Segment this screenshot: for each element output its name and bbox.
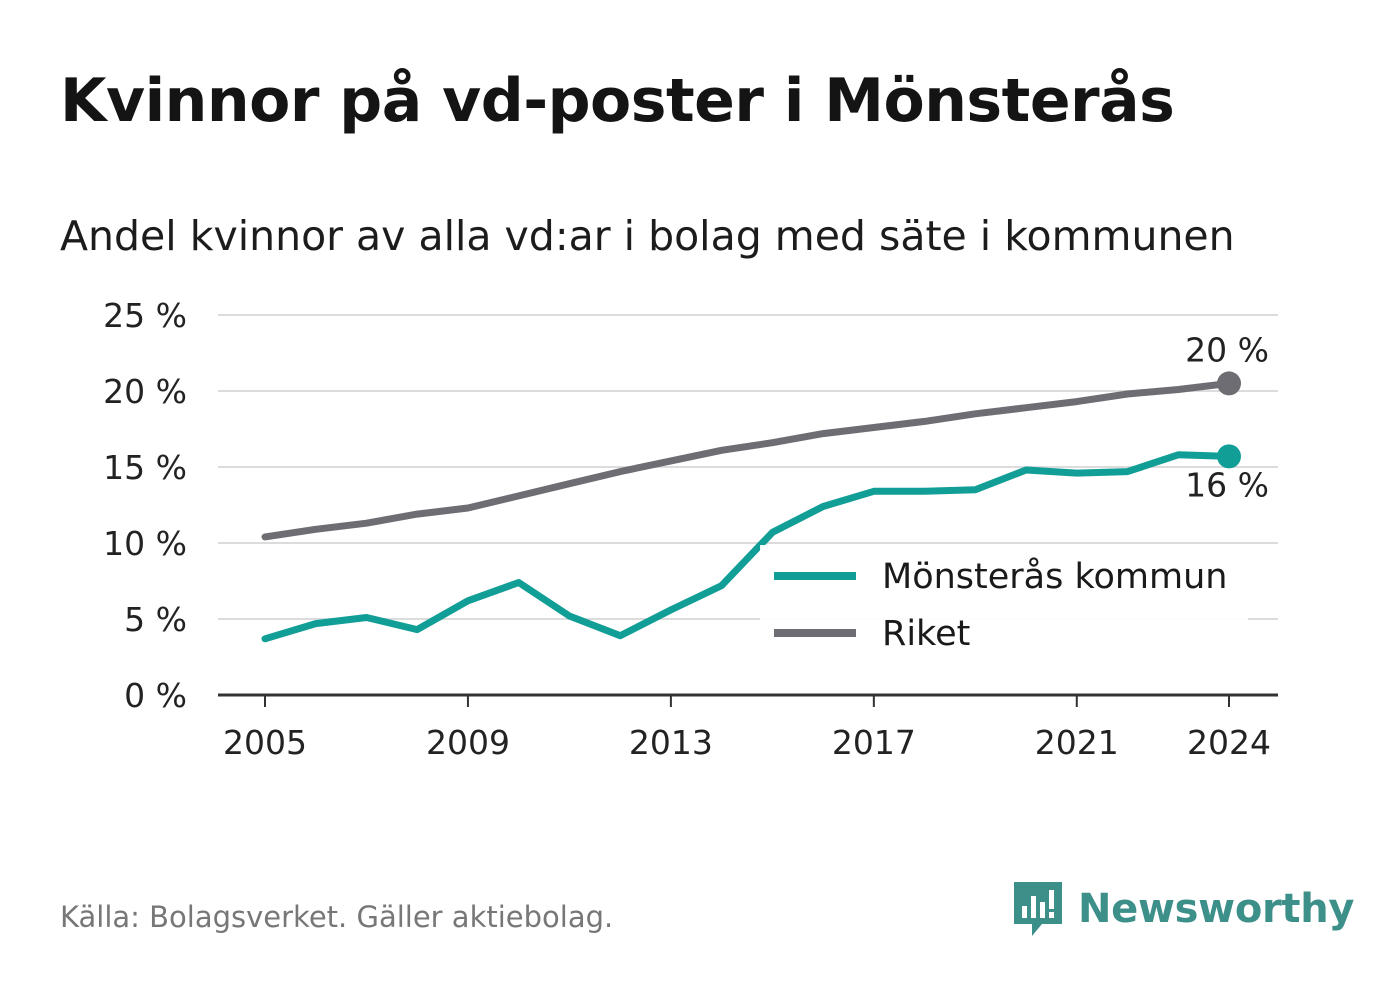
newsworthy-logo-icon: [1014, 882, 1062, 936]
x-tick-label: 2009: [426, 723, 510, 762]
x-tick-label: 2021: [1035, 723, 1119, 762]
y-tick-label: 0 %: [124, 676, 187, 715]
legend: Mönsterås kommun Riket: [760, 545, 1248, 667]
series-end-point: [1217, 444, 1241, 469]
legend-label: Riket: [882, 614, 970, 654]
x-tick-label: 2013: [629, 723, 713, 762]
legend-background: [760, 545, 1248, 667]
series-line: [261, 379, 1233, 541]
data-label: 16 %: [1185, 465, 1269, 504]
data-label: 20 %: [1185, 330, 1269, 369]
grid-lines: [218, 314, 1278, 620]
y-tick-label: 5 %: [124, 600, 187, 639]
axes: 0 % 5 % 10 % 15 % 20 % 25 % 2005 2009 2013 2017 20…: [103, 296, 1278, 762]
data-labels: 20 % 16 %: [1185, 330, 1269, 504]
chart-title: Kvinnor på vd-poster i Mönsterås: [60, 66, 1175, 136]
y-tick-label: 15 %: [103, 448, 187, 487]
y-tick-label: 20 %: [103, 372, 187, 411]
series-lines: [261, 371, 1241, 643]
series-line: [261, 451, 1233, 643]
chart-subtitle: Andel kvinnor av alla vd:ar i bolag med …: [60, 212, 1235, 260]
series-end-point: [1217, 371, 1241, 396]
source-note: Källa: Bolagsverket. Gäller aktiebolag.: [60, 900, 614, 934]
y-tick-label: 10 %: [103, 524, 187, 563]
x-tick-label: 2024: [1187, 723, 1271, 762]
legend-label: Mönsterås kommun: [882, 556, 1227, 597]
brand-name: Newsworthy: [1078, 886, 1355, 932]
brand-logo: Newsworthy: [1010, 878, 1355, 940]
x-tick-label: 2017: [832, 723, 916, 762]
x-tick-label: 2005: [223, 723, 307, 762]
y-tick-label: 25 %: [103, 296, 187, 335]
